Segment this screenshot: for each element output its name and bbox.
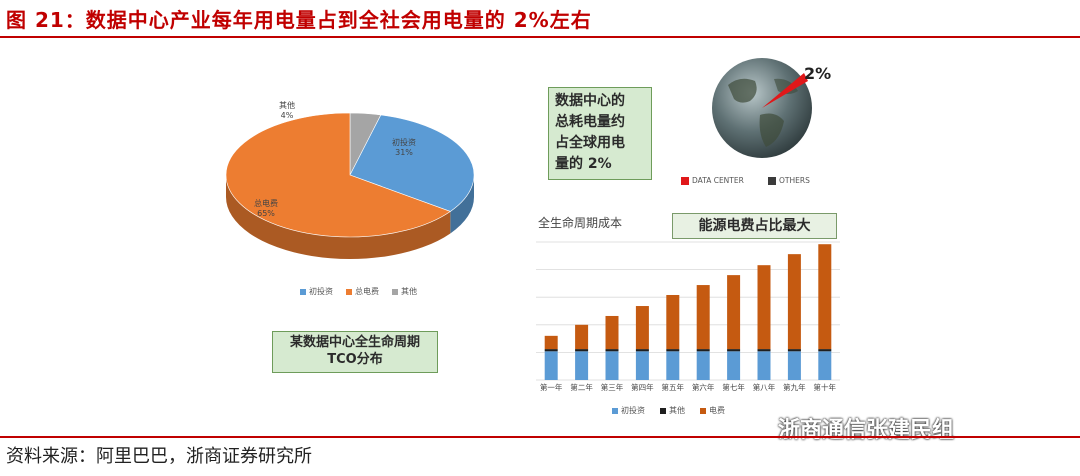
bar-9-series-1 (818, 349, 832, 352)
bar-x-label: 第二年 (570, 383, 593, 392)
globe-legend-others: OTHERS (768, 176, 810, 185)
bar-4-series-1 (666, 349, 680, 352)
pie-legend-other: 其他 (392, 286, 417, 297)
tco-label-box: 某数据中心全生命周期 TCO分布 (272, 331, 438, 373)
bar-8-series-1 (787, 349, 801, 352)
bar-5-series-0 (696, 351, 710, 380)
bar-8-series-2 (787, 254, 801, 350)
bar-1-series-2 (575, 324, 589, 350)
bar-6-series-1 (727, 349, 741, 352)
pie-slice-side-1 (226, 175, 451, 259)
bar-legend-other-label: 其他 (669, 406, 685, 415)
bar-9-series-0 (818, 351, 832, 380)
globe-icon (712, 58, 812, 158)
globe-legend-datacenter: DATA CENTER (681, 176, 744, 185)
title-divider (0, 36, 1080, 38)
bar-7-series-1 (757, 349, 771, 352)
tco-label-line2: TCO分布 (327, 352, 383, 367)
bar-5-series-1 (696, 349, 710, 352)
bar-6-series-2 (727, 275, 741, 350)
bar-chart (536, 241, 840, 381)
pie-legend-other-swatch (392, 288, 398, 295)
bar-6-series-0 (727, 351, 741, 380)
pie-legend-power-label: 总电费 (355, 287, 379, 296)
source-note: 资料来源：阿里巴巴，浙商证券研究所 (6, 446, 312, 467)
bar-x-label: 第一年 (539, 383, 563, 392)
pie-label-other-pct: 4% (280, 111, 294, 120)
bar-legend-power: 电费 (700, 405, 725, 416)
bar-3-series-1 (635, 349, 649, 352)
bar-x-label: 第四年 (631, 383, 654, 392)
pie-slice-side-0 (450, 175, 474, 234)
pie-chart (225, 112, 475, 259)
bar-legend-power-label: 电费 (709, 406, 725, 415)
bar-4-series-2 (666, 294, 680, 350)
bar-x-label: 第九年 (783, 383, 806, 392)
watermark-text: 浙商通信张建民组 (778, 418, 955, 443)
pie-legend-invest: 初投资 (300, 286, 333, 297)
bar-0-series-0 (544, 351, 558, 380)
callout-line2: 总耗电量约 (555, 114, 625, 130)
tco-label-line1: 某数据中心全生命周期 (289, 335, 420, 350)
pie-label-power: 总电费 65% (254, 199, 278, 219)
bar-legend-other: 其他 (660, 405, 685, 416)
pie-label-power-pct: 65% (257, 209, 275, 218)
bar-legend-invest: 初投资 (612, 405, 645, 416)
bar-2-series-2 (605, 315, 619, 350)
bar-0-series-2 (544, 335, 558, 350)
pie-label-other: 其他 4% (279, 101, 295, 121)
bar-chart-subtitle: 全生命周期成本 (538, 216, 623, 230)
callout-line3: 占全球用电 (555, 135, 625, 151)
bar-7-series-0 (757, 351, 771, 380)
bar-legend-invest-label: 初投资 (621, 406, 645, 415)
pie-legend-invest-swatch (300, 288, 306, 295)
bar-x-label: 第十年 (813, 383, 837, 392)
bar-1-series-1 (575, 349, 589, 352)
pie-legend-power-swatch (346, 288, 352, 295)
bar-legend-other-swatch (660, 407, 666, 414)
bar-3-series-2 (635, 306, 649, 350)
energy-highlight-box: 能源电费占比最大 (672, 213, 837, 239)
bar-x-label: 第六年 (691, 383, 715, 392)
callout-line1: 数据中心的 (555, 93, 625, 109)
bar-x-label: 第八年 (752, 383, 776, 392)
pie-legend-invest-label: 初投资 (309, 287, 333, 296)
pie-label-invest-pct: 31% (395, 148, 413, 157)
datacenter-callout-box: 数据中心的 总耗电量约 占全球用电 量的 2% (548, 87, 652, 180)
bar-0-series-1 (544, 349, 558, 352)
source-divider (0, 436, 1080, 438)
callout-line4: 量的 2% (555, 156, 612, 172)
pie-slice-1 (225, 112, 451, 238)
pie-label-invest: 初投资 31% (392, 138, 416, 158)
bar-7-series-2 (757, 265, 771, 350)
bar-4-series-0 (666, 351, 680, 380)
pie-legend-other-label: 其他 (401, 287, 417, 296)
pie-label-invest-name: 初投资 (392, 138, 416, 147)
bar-legend-invest-swatch (612, 407, 618, 414)
bar-2-series-0 (605, 351, 619, 380)
bar-2-series-1 (605, 349, 619, 352)
globe-legend-datacenter-label: DATA CENTER (692, 176, 744, 185)
globe-pct-label: 2% (804, 64, 832, 83)
bar-x-label: 第三年 (600, 383, 624, 392)
bar-5-series-2 (696, 285, 710, 350)
bar-8-series-0 (787, 351, 801, 380)
bar-3-series-0 (635, 351, 649, 380)
bar-x-label: 第七年 (722, 383, 745, 392)
pie-label-other-name: 其他 (279, 101, 295, 110)
globe-legend-datacenter-swatch (681, 177, 689, 185)
bar-9-series-2 (818, 244, 832, 350)
pie-label-power-name: 总电费 (254, 199, 278, 208)
bar-x-label: 第五年 (661, 383, 685, 392)
bar-legend-power-swatch (700, 407, 706, 414)
pie-slice-0 (349, 114, 475, 212)
globe-legend-others-label: OTHERS (779, 176, 810, 185)
pie-legend-power: 总电费 (346, 286, 379, 297)
bar-1-series-0 (575, 351, 589, 380)
figure-title: 图 21：数据中心产业每年用电量占到全社会用电量的 2%左右 (6, 8, 592, 32)
globe-legend-others-swatch (768, 177, 776, 185)
globe-datacenter-wedge (762, 73, 808, 108)
